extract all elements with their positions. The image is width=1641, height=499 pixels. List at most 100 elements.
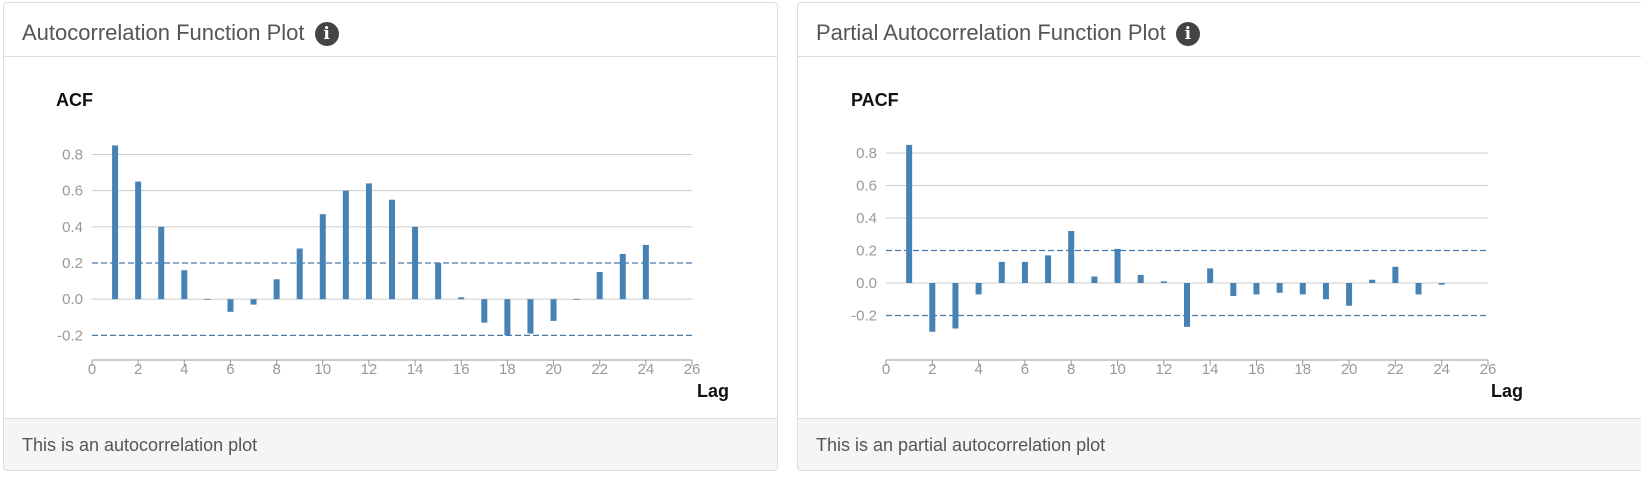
- x-tick-label: 20: [545, 361, 562, 378]
- bar: [596, 272, 603, 300]
- bar: [642, 244, 649, 300]
- x-tick-label: 6: [1021, 361, 1029, 378]
- bar: [1068, 231, 1075, 283]
- bar: [975, 283, 982, 295]
- y-tick-label: -0.2: [57, 327, 83, 344]
- x-tick-label: 16: [453, 361, 470, 378]
- bar: [998, 261, 1005, 283]
- x-tick-label: 12: [361, 361, 378, 378]
- pacf-chart-title: PACF: [851, 90, 899, 110]
- acf-chart: ACF-0.20.00.20.40.60.80 2 4 6 8 10 12 14 16 18 20 2…: [56, 90, 729, 401]
- y-tick-label: 0.2: [856, 243, 877, 260]
- y-tick-label: 0.4: [62, 219, 83, 236]
- x-tick-label: 2: [134, 361, 142, 378]
- bar: [1160, 281, 1167, 283]
- bar: [1322, 283, 1329, 300]
- bar: [1392, 266, 1399, 283]
- y-tick-label: 0.6: [62, 183, 83, 200]
- bar: [1253, 283, 1260, 295]
- bar: [481, 299, 488, 323]
- bar: [296, 248, 303, 300]
- x-tick-label: 10: [1109, 361, 1126, 378]
- x-tick-label: 8: [272, 361, 280, 378]
- bar: [204, 299, 211, 300]
- pacf-panel-footer: This is an partial autocorrelation plot: [798, 418, 1641, 470]
- bar: [504, 299, 511, 336]
- bar: [1230, 283, 1237, 296]
- acf-chart-title: ACF: [56, 90, 93, 110]
- acf-panel-body: ACF -0.2 0.0 0.2 0.4 0.6 0.8 0 2 4 6 8 10 12 14 16 18 20 2…: [4, 57, 777, 418]
- x-tick-label: 22: [1387, 361, 1404, 378]
- bar: [1276, 283, 1283, 293]
- bar: [1438, 283, 1445, 285]
- pacf-x-axis-title: Lag: [1491, 381, 1523, 401]
- bar: [527, 299, 534, 334]
- acf-panel-footer: This is an autocorrelation plot: [4, 418, 777, 470]
- acf-panel-heading: Autocorrelation Function Plot i: [4, 3, 777, 57]
- bar: [1091, 276, 1098, 283]
- info-icon[interactable]: i: [1175, 22, 1200, 46]
- bar: [181, 270, 188, 300]
- y-tick-label: 0.8: [62, 146, 83, 163]
- info-icon[interactable]: i: [314, 22, 339, 46]
- x-tick-label: 6: [226, 361, 234, 378]
- bar: [906, 144, 913, 283]
- x-tick-label: 20: [1341, 361, 1358, 378]
- pacf-chart: PACF-0.20.00.20.40.60.80 2 4 6 8 10 12 14 16 18 20…: [851, 90, 1523, 401]
- bar: [619, 253, 626, 300]
- bar: [952, 283, 959, 329]
- bar: [929, 283, 936, 332]
- bar: [1137, 274, 1144, 283]
- pacf-panel-title: Partial Autocorrelation Function Plot: [816, 20, 1166, 45]
- bar: [1299, 283, 1306, 295]
- y-tick-label: 0.2: [62, 255, 83, 272]
- bar: [365, 183, 372, 300]
- x-tick-label: 0: [882, 361, 890, 378]
- acf-panel: Autocorrelation Function Plot i ACF -0.2 0…: [3, 2, 778, 471]
- bar: [1114, 248, 1121, 283]
- y-tick-label: 0.6: [856, 178, 877, 195]
- bar: [1184, 283, 1190, 327]
- y-tick-label: 0.0: [62, 291, 83, 308]
- bar: [389, 199, 395, 300]
- x-tick-label: 10: [314, 361, 331, 378]
- x-tick-label: 26: [1480, 361, 1497, 378]
- x-tick-label: 12: [1156, 361, 1173, 378]
- bar: [250, 299, 257, 305]
- x-tick-label: 16: [1248, 361, 1265, 378]
- y-tick-label: -0.2: [851, 308, 877, 325]
- x-tick-label: 8: [1067, 361, 1075, 378]
- bar: [158, 226, 165, 300]
- bar: [135, 181, 142, 300]
- bar: [573, 299, 580, 300]
- acf-panel-title: Autocorrelation Function Plot: [22, 20, 305, 45]
- x-tick-label: 0: [88, 361, 96, 378]
- bar: [435, 262, 442, 300]
- bar: [1415, 283, 1422, 295]
- pacf-panel-body: PACF -0.2 0.0 0.2 0.4 0.6 0.8 0 2 4 6 8 10 12 14 16 18 20…: [798, 57, 1641, 418]
- bar: [1045, 255, 1052, 283]
- bar: [273, 279, 280, 300]
- bar: [550, 299, 557, 321]
- x-tick-label: 14: [407, 361, 424, 378]
- bar: [1346, 283, 1353, 306]
- x-tick-label: 2: [928, 361, 936, 378]
- acf-footer-text: This is an autocorrelation plot: [22, 435, 258, 455]
- y-tick-label: 0.0: [856, 275, 877, 292]
- bar: [112, 145, 119, 300]
- acf-x-axis-title: Lag: [697, 381, 729, 401]
- x-tick-label: 14: [1202, 361, 1219, 378]
- pacf-footer-text: This is an partial autocorrelation plot: [816, 435, 1106, 455]
- bar: [458, 297, 465, 300]
- bar: [342, 190, 349, 300]
- x-tick-label: 18: [499, 361, 516, 378]
- x-tick-label: 24: [1433, 361, 1450, 378]
- bar: [319, 214, 326, 300]
- x-tick-label: 22: [591, 361, 608, 378]
- bar: [412, 226, 419, 300]
- x-tick-label: 4: [974, 361, 982, 378]
- pacf-panel: Partial Autocorrelation Function Plot i …: [797, 2, 1641, 471]
- x-tick-label: 18: [1294, 361, 1311, 378]
- bar: [227, 299, 234, 312]
- pacf-panel-heading: Partial Autocorrelation Function Plot i: [798, 3, 1641, 57]
